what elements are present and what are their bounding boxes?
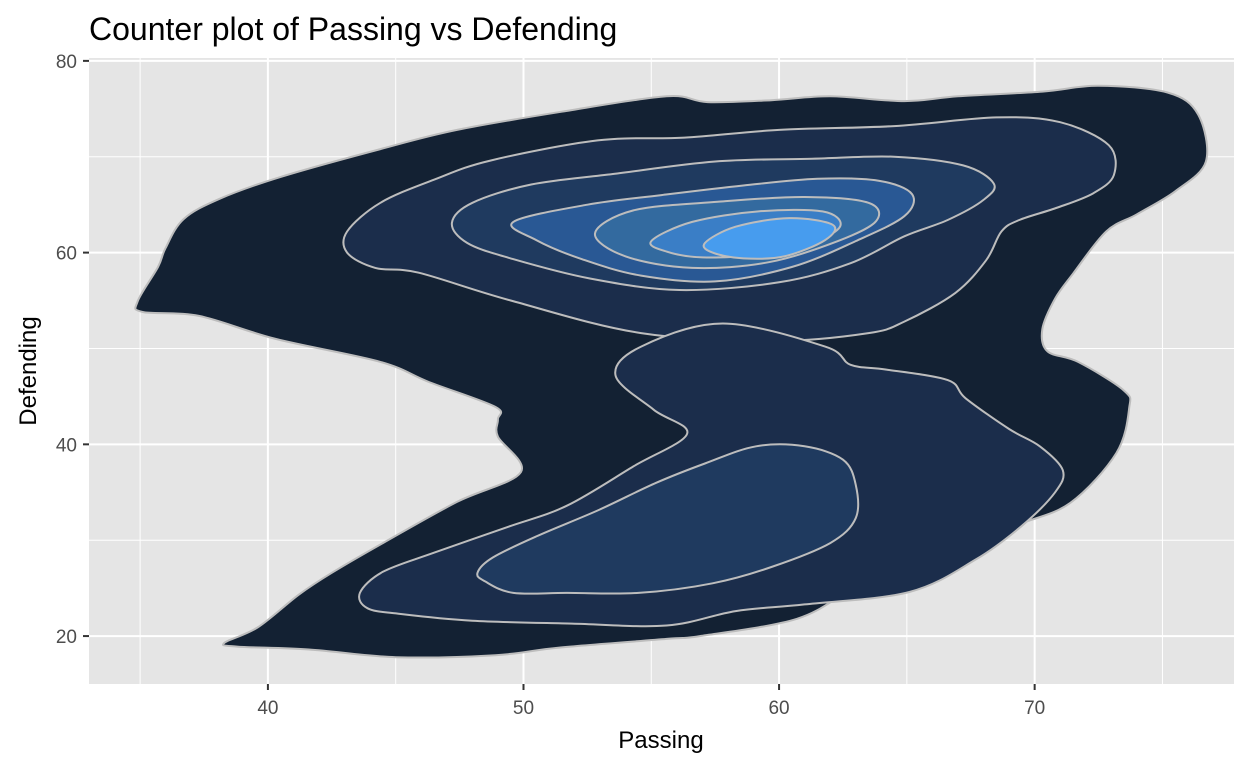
x-axis: 40 50 60 70 [257,684,1045,719]
y-axis: 20 40 60 80 [56,52,89,648]
contour-layers [134,84,1209,659]
x-axis-title: Passing [618,727,703,754]
y-tick-label: 40 [56,435,77,456]
y-tick-label: 60 [56,244,77,265]
y-tick-label: 20 [56,627,77,648]
contour-band-level-7-1 [702,217,837,260]
contour-band-level-3-2 [476,443,860,595]
x-tick-label: 50 [513,698,534,719]
chart-title: Counter plot of Passing vs Defending [89,11,617,47]
x-tick-label: 70 [1024,698,1045,719]
y-axis-title: Defending [15,316,42,425]
x-tick-label: 40 [257,698,278,719]
y-tick-label: 80 [56,52,77,73]
x-tick-label: 60 [768,698,789,719]
